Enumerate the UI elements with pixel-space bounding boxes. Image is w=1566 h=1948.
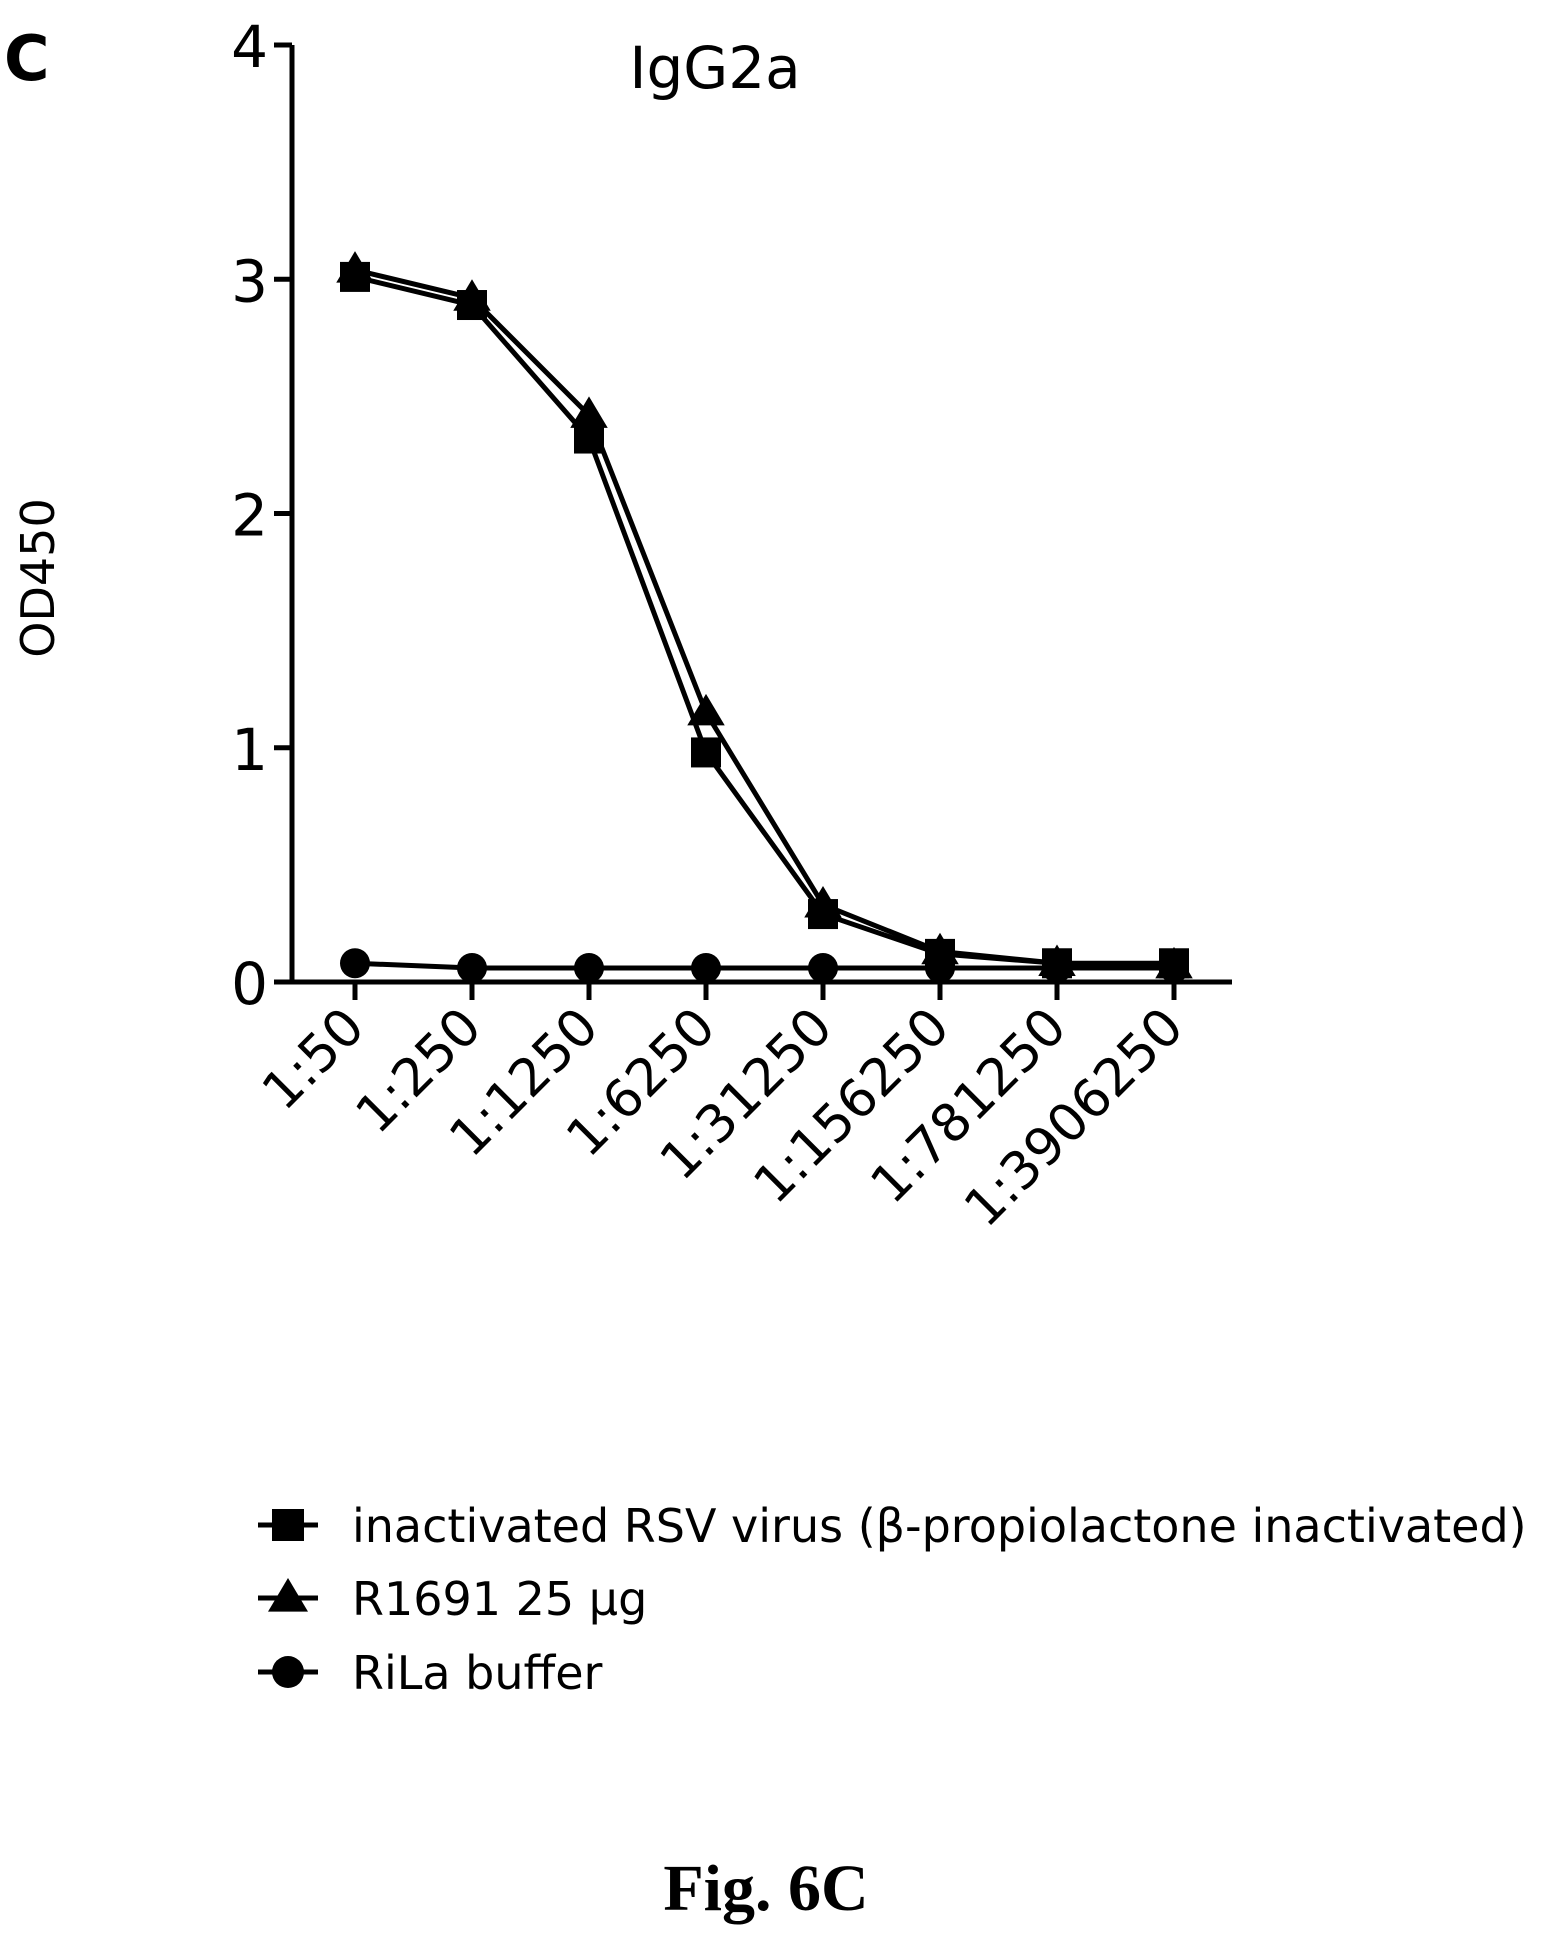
data-point-square	[1159, 948, 1189, 979]
data-point-square	[808, 899, 838, 930]
y-axis-label: OD450	[11, 498, 65, 657]
series-square	[340, 261, 1189, 979]
data-point-circle	[340, 948, 370, 979]
series-line-circle	[354, 960, 1174, 971]
axes	[289, 45, 1232, 985]
data-point-circle	[457, 952, 487, 983]
legend-marker-triangle	[268, 1578, 308, 1612]
data-point-square	[691, 737, 721, 768]
legend-item: inactivated RSV virus (β-propiolactone i…	[258, 1499, 1527, 1553]
figure-caption: Fig. 6C	[663, 1852, 868, 1925]
data-point-square	[340, 261, 370, 292]
legend-label: inactivated RSV virus (β-propiolactone i…	[352, 1499, 1527, 1553]
data-point-circle	[691, 952, 721, 983]
series-line-square	[354, 274, 1174, 966]
chart-title: IgG2a	[629, 34, 800, 102]
y-tick-label: 0	[231, 950, 268, 1018]
y-tick-label: 2	[231, 482, 268, 550]
data-point-triangle	[687, 693, 725, 726]
legend: inactivated RSV virus (β-propiolactone i…	[258, 1499, 1527, 1700]
data-point-square	[457, 290, 487, 321]
series-line-triangle	[354, 267, 1175, 969]
data-point-circle	[574, 952, 604, 983]
y-tick-label: 3	[231, 247, 268, 315]
legend-item: R1691 25 µg	[258, 1572, 647, 1626]
data-point-triangle	[570, 396, 608, 428]
x-axis-ticks: 1:501:2501:12501:62501:312501:1562501:78…	[251, 982, 1195, 1239]
plot-series	[336, 251, 1193, 983]
panel-label: C	[4, 22, 50, 95]
data-point-square	[574, 423, 604, 454]
series-triangle	[336, 251, 1193, 979]
legend-label: RiLa buffer	[352, 1646, 603, 1700]
legend-item: RiLa buffer	[258, 1646, 603, 1700]
y-tick-label: 4	[231, 13, 268, 81]
y-axis-ticks: 0 1 2 3 4	[231, 13, 292, 1018]
y-tick-label: 1	[231, 716, 268, 784]
legend-marker-circle	[272, 1656, 304, 1688]
legend-marker-square	[272, 1509, 304, 1541]
data-point-square	[1042, 948, 1072, 979]
data-point-square	[925, 938, 955, 969]
data-point-circle	[808, 952, 838, 983]
legend-label: R1691 25 µg	[352, 1572, 647, 1626]
